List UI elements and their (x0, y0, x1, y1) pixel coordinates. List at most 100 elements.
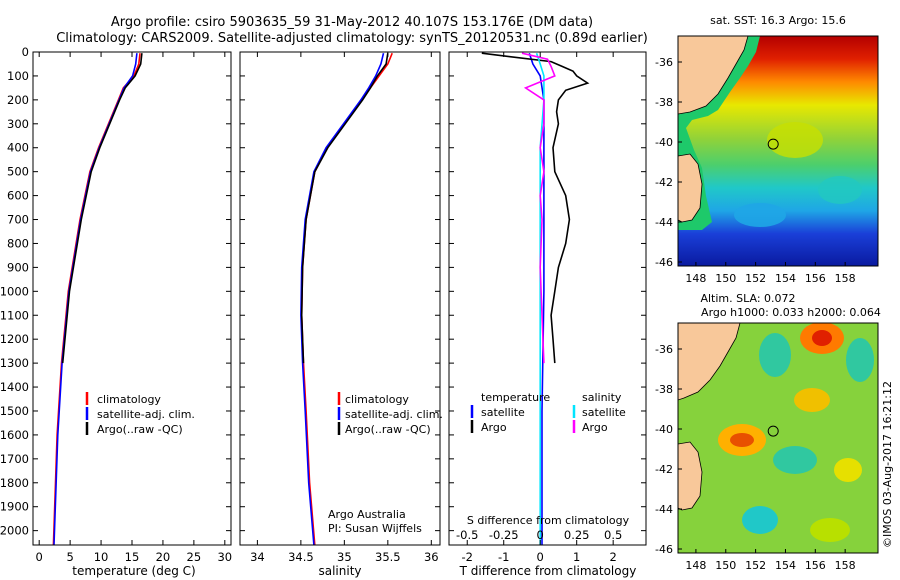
map-y-tick-label: -44 (655, 216, 673, 229)
sst-map-title: sat. SST: 16.3 Argo: 15.6 (710, 14, 846, 27)
sla-map-title-line2: Argo h1000: 0.033 h2000: 0.064 (701, 306, 881, 319)
temperature-plot-frame (32, 51, 232, 546)
x-tick-label: 34 (250, 550, 265, 564)
sla-patch (834, 458, 862, 482)
map-y-tick-label: -40 (655, 423, 673, 436)
depth-tick-label: 1400 (0, 380, 29, 394)
series-line-t-satellite (528, 52, 545, 545)
map-x-tick-label: 156 (805, 559, 826, 572)
s-difference-label: S difference from climatology (467, 514, 630, 527)
salinity-x-label: salinity (318, 564, 361, 578)
depth-tick-label: 1900 (0, 500, 29, 514)
sst-map-frame (677, 35, 879, 267)
sst-map-axes: 148 150 152 154 156 158 -36 -38 -40 -42 -44 -46 (655, 56, 856, 285)
difference-t-axis: -2 -1 0 1 2 (462, 52, 617, 564)
x-tick-label: 5 (66, 550, 73, 564)
sst-cool-patch (734, 203, 786, 227)
depth-tick-label: 1500 (0, 404, 29, 418)
x-tick-label: 35 (337, 550, 352, 564)
x-tick-label: 36 (424, 550, 439, 564)
temperature-panel: 0100200300400500600700800900100011001200… (0, 45, 232, 578)
series-line-climatology (300, 52, 393, 546)
sla-profile-marker (767, 425, 779, 437)
salinity-plot-frame (239, 51, 441, 546)
series-line-satellite-adj-clim- (300, 53, 385, 546)
legend-title-temperature: temperature (481, 391, 550, 404)
depth-tick-label: 1300 (0, 356, 29, 370)
sla-patch (773, 446, 817, 474)
difference-s-axis: -0.5 -0.25 0 0.25 0.5 (456, 528, 622, 542)
s-tick-label: 0 (537, 528, 544, 542)
map-x-tick-label: 154 (775, 272, 796, 285)
s-tick-label: -0.5 (456, 528, 478, 542)
map-x-tick-label: 152 (745, 272, 766, 285)
sla-patch (730, 433, 754, 447)
map-y-tick-label: -36 (655, 343, 673, 356)
difference-series (481, 52, 590, 545)
map-x-tick-label: 150 (715, 272, 736, 285)
sst-land-mainland (678, 36, 749, 115)
legend-label-t-satellite: satellite (481, 406, 525, 419)
map-y-tick-label: -38 (655, 383, 673, 396)
argo-australia-note: Argo Australia (328, 508, 406, 521)
principal-investigator-note: PI: Susan Wijffels (328, 522, 422, 535)
imos-copyright-stamp: ©IMOS 03-Aug-2017 16:21:12 (881, 381, 894, 548)
map-y-tick-label: -46 (655, 256, 673, 269)
x-tick-label: 25 (187, 550, 202, 564)
legend-label-climatology: climatology (97, 393, 161, 406)
map-x-tick-label: 148 (685, 272, 706, 285)
map-y-tick-label: -36 (655, 56, 673, 69)
depth-tick-label: 700 (7, 213, 29, 227)
t-difference-label: T difference from climatology (459, 564, 637, 578)
series-line-argo-raw-qc- (61, 53, 143, 364)
depth-tick-label: 500 (7, 165, 29, 179)
depth-tick-label: 1200 (0, 332, 29, 346)
depth-tick-label: 1600 (0, 428, 29, 442)
depth-tick-label: 1100 (0, 308, 29, 322)
sla-land-mainland (678, 323, 741, 401)
map-y-tick-label: -46 (655, 543, 673, 556)
depth-tick-label: 900 (7, 260, 29, 274)
s-tick-label: 0.25 (564, 528, 590, 542)
salinity-legend: climatology satellite-adj. clim. Argo(..… (337, 392, 443, 436)
sla-patch (812, 330, 832, 346)
difference-plot-frame (448, 51, 647, 546)
legend-label-climatology: climatology (345, 393, 409, 406)
map-x-tick-label: 156 (805, 272, 826, 285)
map-y-tick-label: -42 (655, 176, 673, 189)
salinity-x-axis: 34 34.5 35 35.5 36 (250, 52, 439, 564)
map-y-tick-label: -38 (655, 96, 673, 109)
temperature-series (52, 53, 143, 546)
depth-tick-label: 1800 (0, 476, 29, 490)
depth-tick-label: 100 (7, 69, 29, 83)
x-tick-label: -2 (462, 550, 473, 564)
x-tick-label: 34.5 (288, 550, 314, 564)
x-tick-label: 20 (156, 550, 171, 564)
map-x-tick-label: 148 (685, 559, 706, 572)
s-tick-label: 0.5 (604, 528, 622, 542)
temperature-x-label: temperature (deg C) (72, 564, 195, 578)
sla-patch (742, 506, 778, 534)
s-tick-label: -0.25 (489, 528, 519, 542)
sla-anomaly-patches (718, 323, 874, 542)
legend-label-argo: Argo(..raw -QC) (345, 423, 431, 436)
legend-title-salinity: salinity (582, 391, 622, 404)
legend-label-t-argo: Argo (481, 421, 507, 434)
series-line-argo-raw-qc- (300, 53, 389, 364)
x-tick-label: -1 (498, 550, 509, 564)
x-tick-label: 0 (537, 550, 544, 564)
series-line-climatology (52, 53, 141, 546)
legend-label-satellite: satellite-adj. clim. (345, 408, 443, 421)
map-x-tick-label: 150 (715, 559, 736, 572)
sla-patch (846, 338, 874, 382)
sla-map-panel: 148 150 152 154 156 158 -36 -38 -40 -42 -44 -46 (655, 322, 879, 572)
series-line-s-argo (521, 52, 556, 364)
depth-tick-label: 1000 (0, 284, 29, 298)
sla-map-title-line1: Altim. SLA: 0.072 (700, 292, 795, 305)
sla-map-axes: 148 150 152 154 156 158 -36 -38 -40 -42 -44 -46 (655, 343, 856, 572)
sst-land-tasmania (678, 153, 703, 223)
map-x-tick-label: 158 (835, 272, 856, 285)
legend-label-argo: Argo(..raw -QC) (97, 423, 183, 436)
x-tick-label: 0 (36, 550, 43, 564)
